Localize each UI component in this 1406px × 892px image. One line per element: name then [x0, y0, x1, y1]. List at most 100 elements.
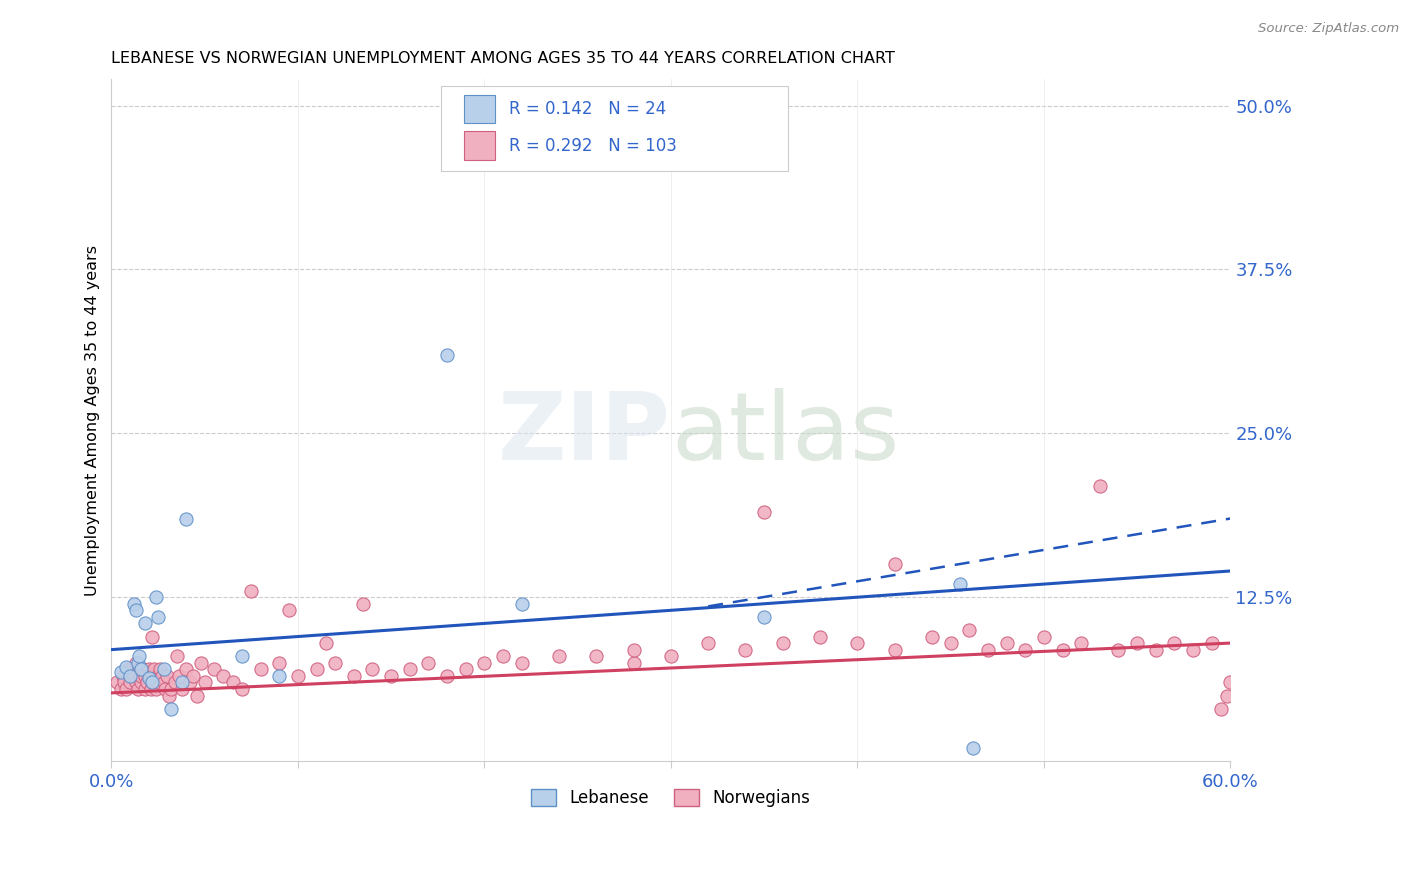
Point: [121, 662, 143, 676]
Point: [1219, 675, 1241, 690]
Point: [1107, 642, 1129, 657]
Point: [287, 669, 309, 683]
Point: [160, 701, 183, 715]
Point: [269, 669, 291, 683]
FancyBboxPatch shape: [464, 95, 495, 123]
Point: [962, 741, 984, 756]
Point: [1201, 636, 1223, 650]
Point: [138, 672, 160, 686]
Point: [124, 656, 146, 670]
Point: [436, 348, 458, 362]
Point: [883, 642, 905, 657]
Point: [398, 662, 420, 676]
Point: [152, 662, 174, 676]
Point: [846, 636, 869, 650]
Point: [115, 659, 138, 673]
Point: [808, 630, 831, 644]
Point: [1070, 636, 1092, 650]
Point: [269, 656, 291, 670]
Point: [155, 681, 177, 696]
Point: [146, 669, 169, 683]
Text: R = 0.292   N = 103: R = 0.292 N = 103: [509, 136, 676, 155]
Point: [474, 656, 496, 670]
Point: [129, 669, 152, 683]
Point: [128, 662, 150, 676]
Point: [174, 662, 197, 676]
Point: [141, 669, 163, 683]
Point: [134, 669, 156, 683]
Point: [172, 675, 194, 690]
Point: [202, 662, 225, 676]
Point: [315, 636, 337, 650]
Point: [212, 669, 235, 683]
Point: [135, 675, 157, 690]
Point: [139, 681, 162, 696]
Legend: Lebanese, Norwegians: Lebanese, Norwegians: [524, 782, 817, 814]
Point: [186, 689, 208, 703]
Point: [127, 656, 149, 670]
Point: [190, 656, 212, 670]
Text: Source: ZipAtlas.com: Source: ZipAtlas.com: [1258, 22, 1399, 36]
Point: [122, 597, 145, 611]
Point: [145, 681, 167, 696]
Point: [1209, 701, 1232, 715]
Point: [883, 558, 905, 572]
Point: [1126, 636, 1149, 650]
Point: [231, 649, 253, 664]
Point: [124, 603, 146, 617]
Text: LEBANESE VS NORWEGIAN UNEMPLOYMENT AMONG AGES 35 TO 44 YEARS CORRELATION CHART: LEBANESE VS NORWEGIAN UNEMPLOYMENT AMONG…: [111, 51, 896, 66]
Point: [380, 669, 402, 683]
Point: [221, 675, 243, 690]
Text: R = 0.142   N = 24: R = 0.142 N = 24: [509, 100, 666, 118]
Point: [343, 669, 366, 683]
Point: [194, 675, 217, 690]
Point: [120, 675, 142, 690]
Point: [1052, 642, 1074, 657]
Point: [418, 656, 440, 670]
Point: [149, 662, 172, 676]
Point: [454, 662, 477, 676]
Point: [129, 675, 152, 690]
Point: [129, 662, 152, 676]
Point: [157, 689, 180, 703]
Point: [921, 630, 943, 644]
Point: [138, 662, 160, 676]
Point: [183, 669, 205, 683]
Point: [167, 669, 190, 683]
Point: [146, 610, 169, 624]
Point: [249, 662, 271, 676]
Point: [240, 583, 263, 598]
Point: [957, 623, 980, 637]
Point: [995, 636, 1018, 650]
Point: [323, 656, 346, 670]
Point: [623, 642, 645, 657]
Point: [124, 675, 146, 690]
Point: [772, 636, 794, 650]
Point: [117, 662, 139, 676]
Point: [436, 669, 458, 683]
Text: atlas: atlas: [671, 388, 898, 480]
Point: [172, 681, 194, 696]
Point: [122, 669, 145, 683]
Point: [1163, 636, 1185, 650]
Point: [138, 669, 160, 683]
Point: [510, 597, 533, 611]
Point: [128, 669, 150, 683]
FancyBboxPatch shape: [464, 131, 495, 161]
Point: [143, 662, 166, 676]
Point: [132, 662, 155, 676]
Point: [361, 662, 384, 676]
Point: [110, 681, 132, 696]
Point: [128, 649, 150, 664]
Point: [1088, 479, 1111, 493]
Y-axis label: Unemployment Among Ages 35 to 44 years: Unemployment Among Ages 35 to 44 years: [86, 244, 100, 596]
Point: [752, 505, 775, 519]
Point: [231, 681, 253, 696]
Point: [163, 675, 186, 690]
Point: [659, 649, 682, 664]
FancyBboxPatch shape: [441, 87, 789, 171]
Point: [752, 610, 775, 624]
Point: [585, 649, 607, 664]
Point: [160, 681, 183, 696]
Point: [1215, 689, 1237, 703]
